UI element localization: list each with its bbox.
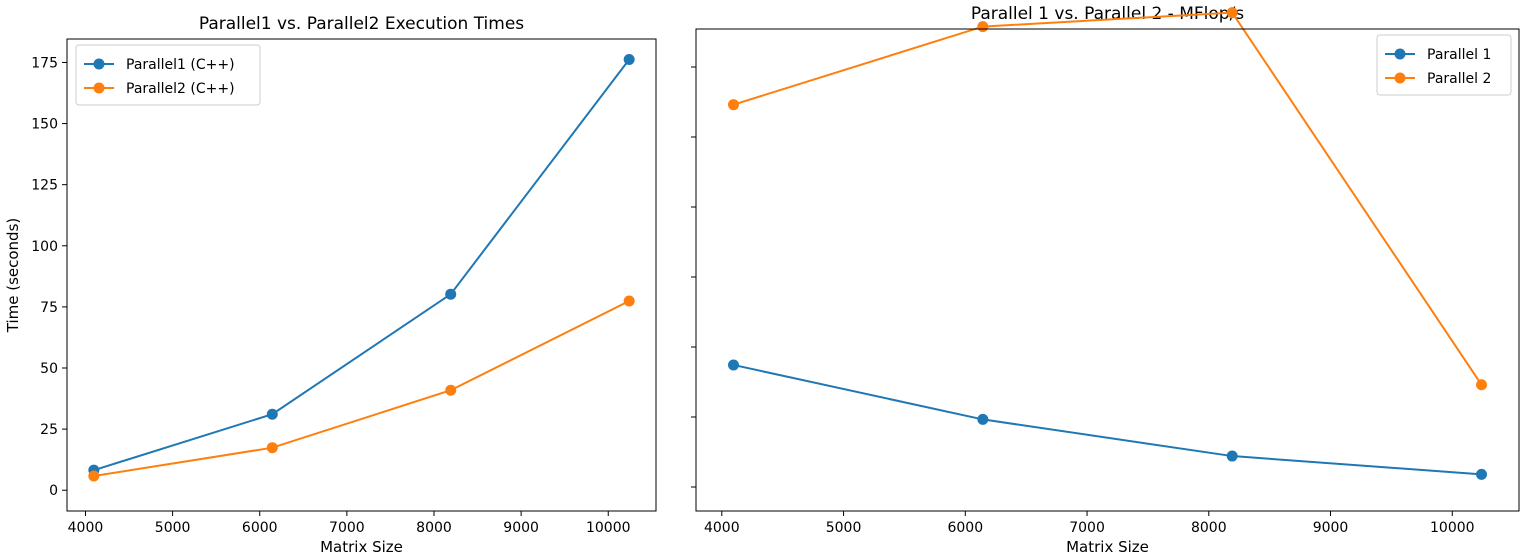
x-tick-label: 6000 <box>947 520 983 536</box>
plot-frame <box>66 38 657 512</box>
legend-box <box>75 44 261 106</box>
data-point <box>1476 379 1488 391</box>
y-tick-label: 25 <box>40 422 58 438</box>
data-point <box>1226 7 1238 19</box>
data-point <box>266 442 278 454</box>
x-tick-label: 7000 <box>329 520 365 536</box>
legend-swatch-marker <box>93 58 105 70</box>
series-line-1 <box>93 58 630 472</box>
x-tick-label: 8000 <box>416 520 452 536</box>
y-tick-label: 75 <box>40 300 58 316</box>
legend-label: Parallel 1 <box>1427 47 1491 63</box>
legend-label: Parallel 2 <box>1427 71 1491 87</box>
chart-2: Parallel 1 vs. Parallel 2 - MFlop/s 4000 5… <box>691 4 1520 556</box>
legend-label: Parallel2 (C++) <box>126 81 235 97</box>
x-tick-label: 7000 <box>1069 520 1105 536</box>
data-point <box>977 21 989 33</box>
legend: Parallel1 (C++) Parallel2 (C++) <box>75 44 261 106</box>
data-point <box>1226 450 1238 462</box>
data-point <box>445 384 457 396</box>
data-point <box>727 99 739 111</box>
y-tick-label: 150 <box>31 117 58 133</box>
data-point <box>623 54 635 66</box>
legend: Parallel 1 Parallel 2 <box>1376 34 1512 96</box>
y-tick-label: 50 <box>40 361 58 377</box>
data-point <box>623 295 635 307</box>
series-line-1 <box>733 363 1482 476</box>
data-point <box>1476 468 1488 480</box>
plot-frame <box>695 28 1520 512</box>
data-point <box>727 359 739 371</box>
x-axis-label: Matrix Size <box>1066 538 1149 556</box>
x-tick-label: 4000 <box>704 520 740 536</box>
chart-title: Parallel 1 vs. Parallel 2 - MFlop/s <box>971 4 1244 24</box>
y-axis-label: Time (seconds) <box>4 218 22 334</box>
x-tick-label: 8000 <box>1191 520 1227 536</box>
data-point <box>266 408 278 420</box>
chart-1: Parallel1 vs. Parallel2 Execution Times 4… <box>4 14 657 556</box>
legend-swatch-marker <box>1394 72 1406 84</box>
legend-swatch-marker <box>1394 48 1406 60</box>
x-tick-label: 9000 <box>1313 520 1349 536</box>
y-tick-label: 175 <box>31 55 58 71</box>
x-tick-label: 5000 <box>826 520 862 536</box>
data-point <box>445 288 457 300</box>
y-tick-label: 0 <box>49 483 58 499</box>
x-tick-label: 6000 <box>242 520 278 536</box>
data-point <box>88 470 100 482</box>
y-tick-label: 125 <box>31 178 58 194</box>
x-tick-label: 9000 <box>503 520 539 536</box>
legend-swatch-marker <box>93 82 105 94</box>
x-tick-label: 10000 <box>1430 520 1475 536</box>
legend-box <box>1376 34 1512 96</box>
data-point <box>977 413 989 425</box>
x-tick-label: 5000 <box>155 520 191 536</box>
series-line-2 <box>93 300 630 478</box>
y-tick-label: 100 <box>31 239 58 255</box>
legend-label: Parallel1 (C++) <box>126 57 235 73</box>
x-tick-label: 10000 <box>586 520 631 536</box>
series-line-2 <box>733 11 1483 386</box>
x-axis-label: Matrix Size <box>320 538 403 556</box>
x-tick-label: 4000 <box>68 520 104 536</box>
chart-title: Parallel1 vs. Parallel2 Execution Times <box>199 14 524 34</box>
